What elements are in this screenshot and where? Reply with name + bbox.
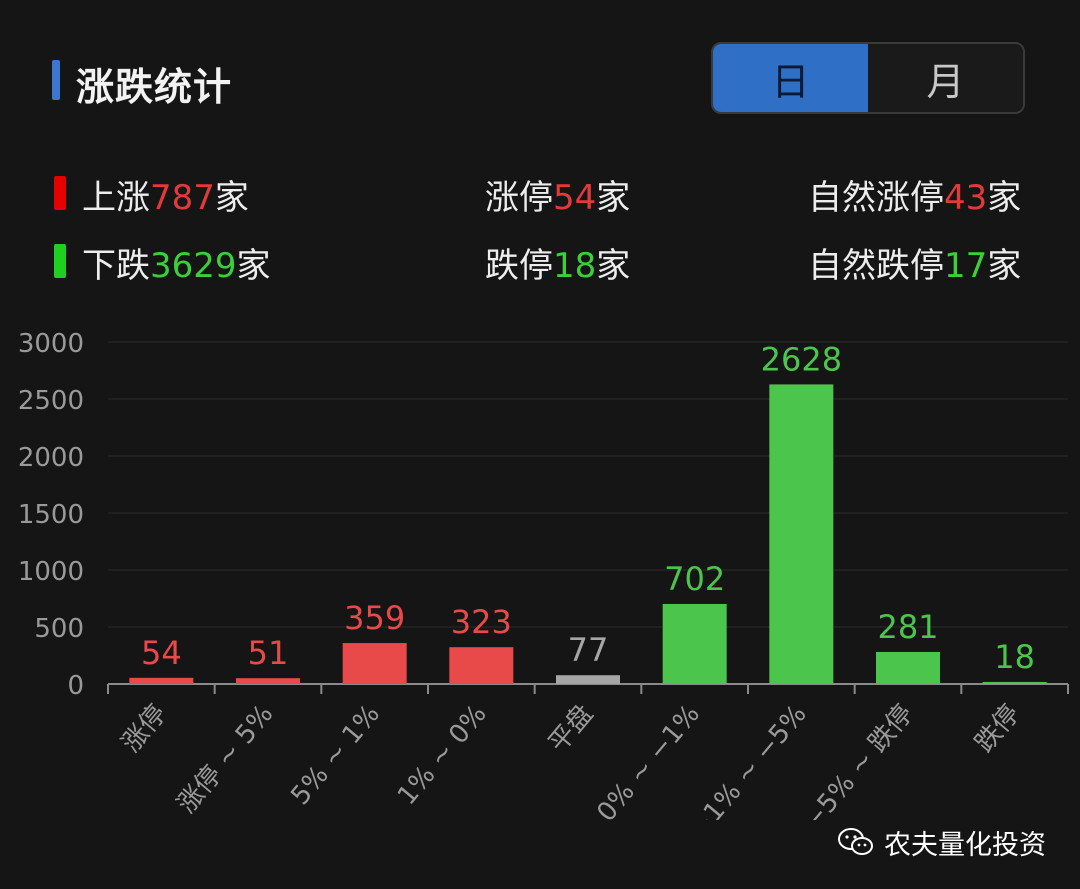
stat-natural-limit-up-value: 43	[944, 178, 988, 218]
bar	[556, 675, 620, 684]
stat-natural-limit-down-unit: 家	[987, 246, 1022, 286]
y-tick-label: 2000	[18, 443, 84, 473]
period-toggle[interactable]: 日 月	[711, 42, 1025, 114]
x-category-label: 平盘	[543, 699, 599, 758]
stat-natural-limit-up-unit: 家	[987, 178, 1022, 218]
y-tick-label: 3000	[18, 329, 84, 359]
stat-limit-up-value: 54	[553, 178, 597, 218]
x-category-label: 5% ~ 1%	[285, 699, 386, 811]
stat-limit-up: 涨停54家	[485, 170, 630, 219]
bar-value-label: 18	[994, 638, 1035, 676]
bar	[662, 603, 727, 684]
toggle-month-button[interactable]: 月	[868, 44, 1023, 112]
bar	[876, 651, 940, 684]
watermark: 农夫量化投资	[838, 822, 1046, 862]
stat-down-value: 3629	[150, 246, 237, 286]
y-tick-label: 1000	[18, 557, 84, 587]
up-legend-swatch	[54, 176, 66, 210]
y-tick-label: 0	[67, 671, 84, 701]
bar	[449, 647, 514, 684]
stat-up-value: 787	[150, 178, 215, 218]
bar	[769, 384, 834, 684]
bar-value-label: 281	[877, 608, 938, 646]
bar-value-label: 77	[568, 631, 609, 669]
x-category-label: 跌停	[970, 699, 1026, 758]
stat-natural-limit-down: 自然跌停17家	[808, 238, 1021, 287]
bar	[236, 678, 300, 684]
x-category-label: 1% ~ 0%	[392, 699, 493, 811]
bar-value-label: 323	[451, 603, 512, 641]
y-tick-label: 500	[34, 614, 84, 644]
stat-natural-limit-up: 自然涨停43家	[808, 170, 1021, 219]
toggle-day-button[interactable]: 日	[713, 44, 868, 112]
y-tick-label: 2500	[18, 386, 84, 416]
stat-limit-down-label: 跌停	[485, 246, 553, 286]
page-title: 涨跌统计	[76, 65, 233, 109]
x-category-label: −5% ~ 跌停	[798, 699, 920, 820]
stat-up-unit: 家	[214, 178, 249, 218]
bar-value-label: 2628	[761, 340, 842, 378]
stat-up: 上涨787家	[82, 170, 249, 219]
y-tick-label: 1500	[18, 500, 84, 530]
wechat-icon	[838, 828, 873, 855]
watermark-text: 农夫量化投资	[884, 829, 1046, 861]
stat-natural-limit-up-label: 自然涨停	[808, 178, 944, 218]
down-legend-swatch	[54, 244, 66, 278]
up-stats-row: 上涨787家 涨停54家 自然涨停43家	[0, 170, 1080, 220]
bar-value-label: 51	[248, 634, 289, 672]
stat-limit-down-unit: 家	[596, 246, 631, 286]
distribution-bar-chart: 0 500 1000 1500 2000 2500 3000 54 涨停 51 涨停 ~ 5% 359…	[18, 329, 1069, 820]
stat-down: 下跌3629家	[82, 238, 271, 287]
stat-down-unit: 家	[236, 246, 271, 286]
bar-value-label: 359	[344, 599, 405, 637]
stat-limit-up-label: 涨停	[485, 178, 553, 218]
x-category-label: 涨停	[116, 699, 172, 758]
stat-natural-limit-down-value: 17	[944, 246, 988, 286]
down-stats-row: 下跌3629家 跌停18家 自然跌停17家	[0, 238, 1080, 288]
bar	[342, 643, 407, 684]
stat-down-label: 下跌	[82, 246, 150, 286]
stat-up-label: 上涨	[82, 178, 150, 218]
stat-limit-down-value: 18	[553, 246, 597, 286]
stat-limit-down: 跌停18家	[485, 238, 630, 287]
title-accent-bar	[52, 60, 60, 100]
bar-value-label: 702	[664, 560, 725, 598]
bar	[982, 681, 1047, 684]
x-category-label: 0% ~ −1%	[591, 699, 706, 820]
stat-limit-up-unit: 家	[596, 178, 631, 218]
x-category-label: 涨停 ~ 5%	[172, 699, 280, 819]
bar-value-label: 54	[141, 634, 182, 672]
stat-natural-limit-down-label: 自然跌停	[808, 246, 944, 286]
bar	[129, 677, 194, 684]
